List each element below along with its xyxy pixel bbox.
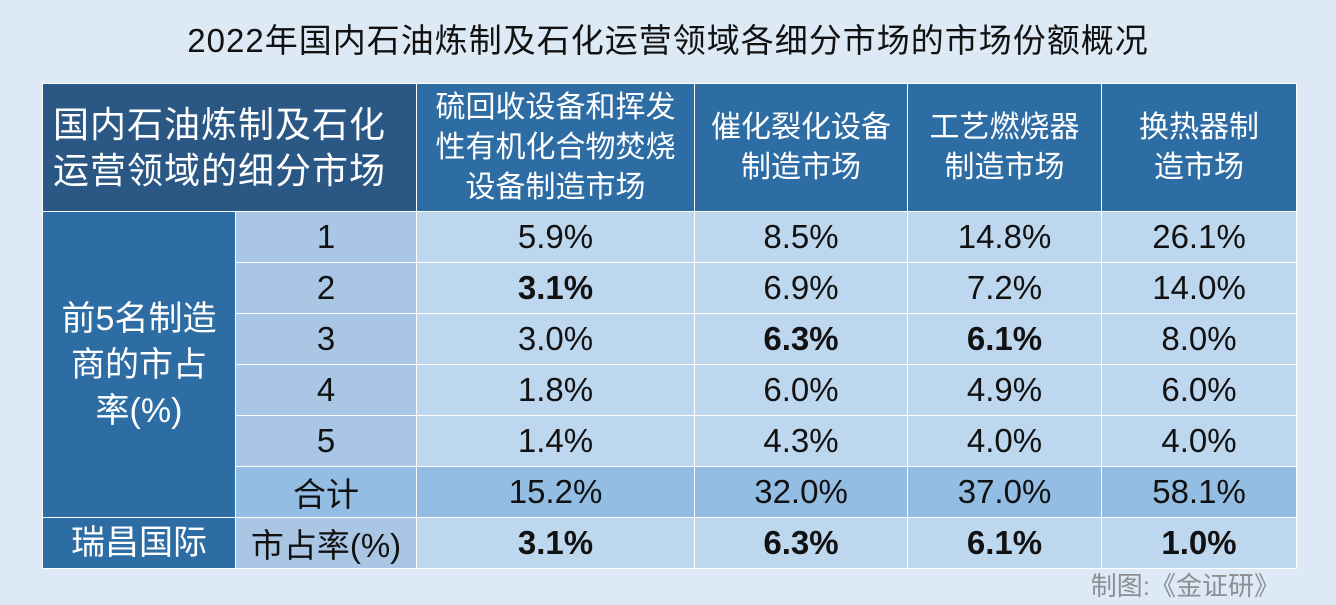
company-share-label: 市占率(%)	[234, 517, 418, 569]
value-cell: 26.1%	[1101, 211, 1298, 263]
source-credit: 制图:《金证研》	[1090, 571, 1280, 601]
table-row: 5 1.4% 4.3% 4.0% 4.0%	[43, 415, 1298, 467]
corner-header: 国内石油炼制及石化运营领域的细分市场	[41, 83, 418, 212]
value-cell: 3.1%	[416, 262, 696, 314]
company-row: 瑞昌国际 市占率(%) 3.1% 6.3% 6.1% 1.0%	[42, 517, 1298, 569]
total-cell: 15.2%	[416, 466, 696, 518]
column-header-process-burner: 工艺燃烧器制造市场	[907, 83, 1103, 212]
value-cell: 6.1%	[907, 313, 1103, 365]
company-share-cell: 3.1%	[416, 517, 696, 569]
rank-cell: 1	[234, 211, 418, 263]
value-cell: 6.9%	[694, 262, 909, 314]
column-header-catalytic-cracking: 催化裂化设备制造市场	[694, 83, 909, 212]
value-cell: 6.0%	[1101, 364, 1298, 416]
table-row: 2 3.1% 6.9% 7.2% 14.0%	[43, 262, 1298, 314]
column-header-sulfur-recovery: 硫回收设备和挥发性有机化合物焚烧设备制造市场	[416, 83, 696, 212]
rank-cell: 4	[234, 364, 418, 416]
company-share-cell: 1.0%	[1101, 517, 1298, 569]
value-cell: 14.8%	[907, 211, 1103, 263]
total-row: 合计 15.2% 32.0% 37.0% 58.1%	[43, 466, 1298, 518]
value-cell: 8.5%	[694, 211, 909, 263]
header-row: 国内石油炼制及石化运营领域的细分市场 硫回收设备和挥发性有机化合物焚烧设备制造市…	[41, 83, 1298, 212]
table-row: 前5名制造商的市占率(%) 1 5.9% 8.5% 14.8% 26.1%	[42, 211, 1298, 518]
page-title: 2022年国内石油炼制及石化运营领域各细分市场的市场份额概况	[187, 22, 1149, 59]
value-cell: 6.3%	[694, 313, 909, 365]
value-cell: 8.0%	[1101, 313, 1298, 365]
value-cell: 4.3%	[694, 415, 909, 467]
company-share-cell: 6.3%	[694, 517, 909, 569]
value-cell: 4.9%	[907, 364, 1103, 416]
table-row: 4 1.8% 6.0% 4.9% 6.0%	[43, 364, 1298, 416]
value-cell: 4.0%	[907, 415, 1103, 467]
value-cell: 1.4%	[416, 415, 696, 467]
value-cell: 1.8%	[416, 364, 696, 416]
total-cell: 37.0%	[907, 466, 1103, 518]
total-cell: 58.1%	[1101, 466, 1298, 518]
rank-cell: 5	[234, 415, 418, 467]
value-cell: 7.2%	[907, 262, 1103, 314]
total-cell: 32.0%	[694, 466, 909, 518]
value-cell: 14.0%	[1101, 262, 1298, 314]
value-cell: 6.0%	[694, 364, 909, 416]
group-label-top5: 前5名制造商的市占率(%)	[42, 211, 236, 518]
value-cell: 3.0%	[416, 313, 696, 365]
rank-cell: 3	[234, 313, 418, 365]
table-row: 3 3.0% 6.3% 6.1% 8.0%	[43, 313, 1298, 365]
total-label: 合计	[234, 466, 418, 518]
column-header-heat-exchanger: 换热器制造市场	[1101, 83, 1298, 212]
value-cell: 4.0%	[1101, 415, 1298, 467]
value-cell: 5.9%	[416, 211, 696, 263]
market-share-table: 国内石油炼制及石化运营领域的细分市场 硫回收设备和挥发性有机化合物焚烧设备制造市…	[41, 83, 1298, 569]
rank-cell: 2	[234, 262, 418, 314]
company-name: 瑞昌国际	[42, 517, 236, 569]
company-share-cell: 6.1%	[907, 517, 1103, 569]
